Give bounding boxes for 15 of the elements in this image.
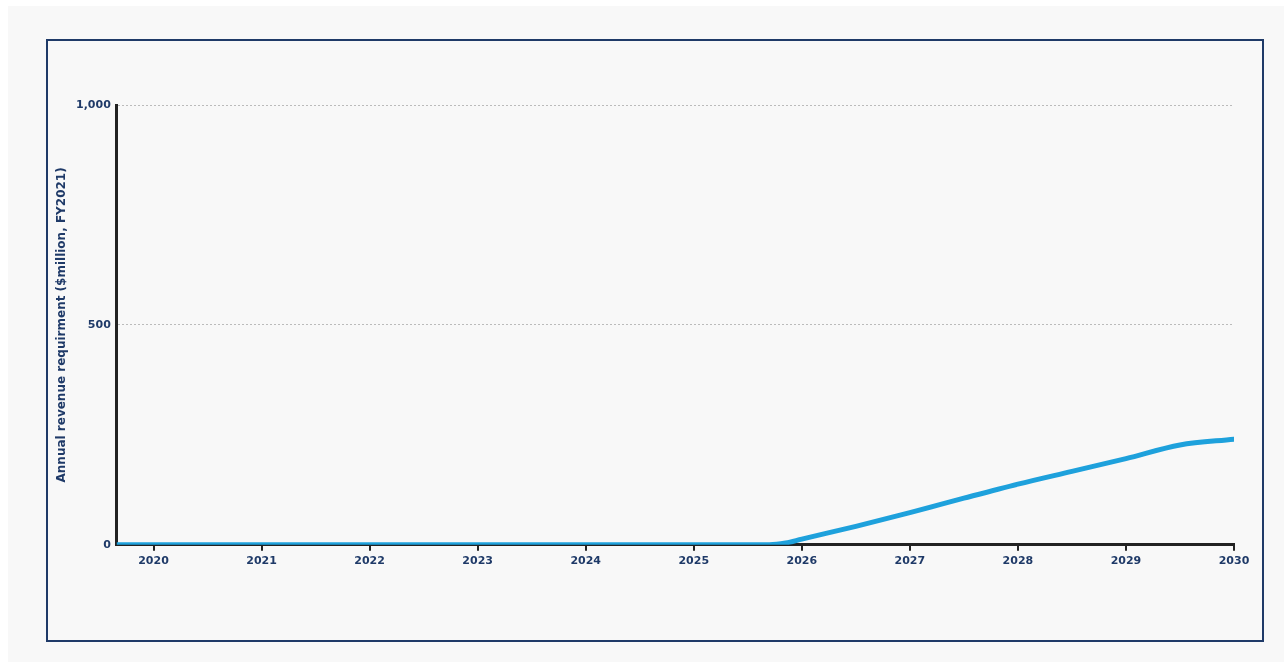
x-tick-label: 2026: [786, 554, 818, 568]
y-tick-label: 1,000: [76, 97, 112, 111]
y-tick-label: 0: [103, 537, 112, 551]
x-tick-label: 2025: [678, 554, 710, 568]
x-tick-label: 2027: [894, 554, 926, 568]
x-tick-label: 2023: [462, 554, 493, 568]
y-axis-title: Annual revenue requirment ($million, FY2021): [54, 167, 69, 483]
x-tick-label: 2024: [570, 554, 602, 568]
x-tick-label: 2022: [354, 554, 385, 568]
y-tick-label: 500: [87, 317, 112, 331]
x-tick-label: 2030: [1218, 554, 1250, 568]
x-tick-label: 2021: [246, 554, 277, 568]
x-tick-label: 2028: [1002, 554, 1034, 568]
x-tick-label: 2020: [138, 554, 170, 568]
x-tick-label: 2029: [1110, 554, 1142, 568]
